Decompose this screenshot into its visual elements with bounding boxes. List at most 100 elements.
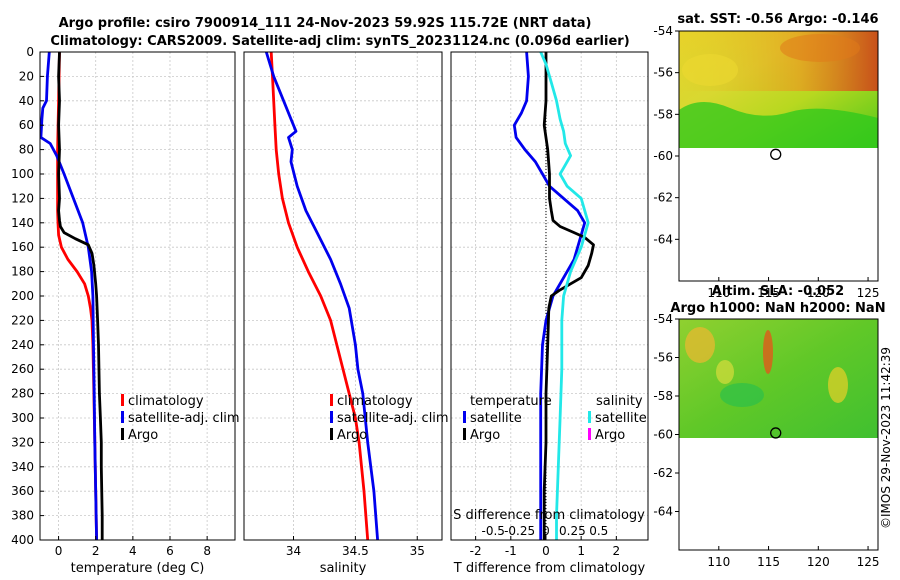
legend-swatch-satellite bbox=[121, 411, 124, 423]
temperature-panel: 0 2 4 6 8 temperature (deg C) 0 20 40 60 80 100 120 1… bbox=[11, 45, 236, 576]
y-tick-label: 260 bbox=[11, 362, 34, 376]
sla-patch bbox=[720, 383, 764, 407]
y-tick-label: 100 bbox=[11, 167, 34, 181]
y-tick-label: 400 bbox=[11, 533, 34, 547]
difference-panel: -2 -1 0 1 2 T difference from climatology S di… bbox=[450, 51, 649, 576]
y-tick-label: 320 bbox=[11, 435, 34, 449]
series-line-argo bbox=[57, 51, 104, 540]
x-tick-label: 8 bbox=[203, 544, 211, 558]
y-tick-label: 160 bbox=[11, 240, 34, 254]
series-line-temperature-satellite bbox=[512, 51, 587, 540]
map-lat-label: -56 bbox=[653, 351, 673, 365]
map-lon-label: 125 bbox=[857, 555, 880, 569]
legend-label-satellite: satellite-adj. clim bbox=[337, 411, 449, 426]
map-lon-label: 120 bbox=[807, 555, 830, 569]
legend-label-climatology: climatology bbox=[128, 394, 204, 409]
series-line-satellite-adj-clim bbox=[264, 51, 379, 541]
map-lat-label: -64 bbox=[653, 232, 673, 246]
x-tick-label: 2 bbox=[613, 544, 621, 558]
sst-title: sat. SST: -0.56 Argo: -0.146 bbox=[677, 12, 878, 27]
y-tick-label: 140 bbox=[11, 216, 34, 230]
x-tick-label: 35 bbox=[410, 544, 425, 558]
sla-patch bbox=[716, 360, 734, 384]
y-tick-label: 220 bbox=[11, 313, 34, 327]
sst-map: -54 -56 -58 -60 -62 -64 110 115 120 125 bbox=[653, 24, 879, 300]
temperature-legend: climatology satellite-adj. clim Argo bbox=[121, 394, 240, 443]
x-axis-label: T difference from climatology bbox=[453, 561, 646, 576]
x-tick-label: -1 bbox=[505, 544, 517, 558]
secondary-x-axis-label: S difference from climatology bbox=[453, 508, 645, 523]
x-tick-label: 4 bbox=[129, 544, 137, 558]
legend-swatch-sal-argo bbox=[588, 428, 591, 440]
sla-title-2: Argo h1000: NaN h2000: NaN bbox=[670, 301, 885, 316]
map-lon-label: 125 bbox=[857, 286, 880, 300]
y-tick-label: 40 bbox=[19, 94, 34, 108]
x-tick-label: 2 bbox=[92, 544, 100, 558]
x-axis-label: temperature (deg C) bbox=[71, 561, 205, 576]
argo-position-marker bbox=[770, 427, 782, 439]
legend-title-salinity: salinity bbox=[596, 394, 643, 409]
y-tick-label: 60 bbox=[19, 118, 34, 132]
title-line2: Climatology: CARS2009. Satellite-adj cli… bbox=[50, 34, 629, 49]
axes-frame bbox=[450, 51, 649, 541]
legend-label-argo: Argo bbox=[337, 428, 367, 443]
sla-title-1: Altim. SLA: -0.052 bbox=[712, 284, 844, 299]
map-lat-label: -54 bbox=[653, 312, 673, 326]
legend-title-temperature: temperature bbox=[470, 394, 552, 409]
legend-label-climatology: climatology bbox=[337, 394, 413, 409]
sla-patch bbox=[685, 327, 715, 363]
secondary-x-tick-label: -0.25 bbox=[504, 524, 535, 538]
legend-label-sal-satellite: satellite bbox=[595, 411, 647, 426]
map-lon-label: 110 bbox=[707, 286, 730, 300]
y-tick-label: 80 bbox=[19, 143, 34, 157]
map-lat-label: -62 bbox=[653, 191, 673, 205]
legend-label-temp-argo: Argo bbox=[470, 428, 500, 443]
sst-warm-patch bbox=[780, 34, 860, 62]
argo-position-marker bbox=[770, 148, 782, 160]
y-tick-label: 340 bbox=[11, 460, 34, 474]
axes-frame bbox=[243, 51, 443, 541]
y-tick-label: 280 bbox=[11, 387, 34, 401]
series-line-climatology bbox=[269, 51, 370, 541]
map-lat-label: -60 bbox=[653, 149, 673, 163]
y-tick-label: 120 bbox=[11, 191, 34, 205]
secondary-x-tick-label: 0.25 bbox=[559, 524, 586, 538]
x-tick-label: 6 bbox=[166, 544, 174, 558]
sla-map: -54 -56 -58 -60 -62 -64 110 115 120 125 bbox=[653, 312, 879, 569]
secondary-x-tick-label: 0 bbox=[542, 524, 550, 538]
copyright-label: ©IMOS 29-Nov-2023 11:42:39 bbox=[879, 347, 893, 529]
map-lat-label: -56 bbox=[653, 66, 673, 80]
legend-swatch-temp-satellite bbox=[463, 411, 466, 423]
legend-swatch-satellite bbox=[330, 411, 333, 423]
map-lat-label: -58 bbox=[653, 107, 673, 121]
secondary-x-tick-label: -0.5 bbox=[482, 524, 505, 538]
sst-nodata-region bbox=[679, 148, 878, 281]
map-lon-label: 110 bbox=[707, 555, 730, 569]
x-tick-label: 0 bbox=[542, 544, 550, 558]
y-tick-label: 380 bbox=[11, 509, 34, 523]
sst-cold-region bbox=[679, 101, 878, 148]
x-tick-label: 34.5 bbox=[342, 544, 369, 558]
series-line-satellite-adj-clim bbox=[39, 51, 98, 541]
sst-patch bbox=[682, 54, 738, 86]
sla-patch bbox=[828, 367, 848, 403]
map-lat-label: -60 bbox=[653, 428, 673, 442]
legend-swatch-climatology bbox=[330, 394, 333, 406]
x-axis-label: salinity bbox=[320, 561, 367, 576]
map-lat-label: -64 bbox=[653, 505, 673, 519]
map-lon-label: 120 bbox=[807, 286, 830, 300]
salinity-legend: climatology satellite-adj. clim Argo bbox=[330, 394, 449, 443]
legend-label-argo: Argo bbox=[128, 428, 158, 443]
difference-legend: temperature salinity satellite Argo sate… bbox=[463, 394, 647, 443]
map-lon-label: 115 bbox=[757, 555, 780, 569]
sla-nodata-region bbox=[679, 438, 878, 550]
title-line1: Argo profile: csiro 7900914_111 24-Nov-2… bbox=[59, 16, 592, 31]
map-lat-label: -62 bbox=[653, 466, 673, 480]
sla-patch bbox=[763, 330, 773, 374]
x-tick-label: 1 bbox=[577, 544, 585, 558]
series-line-salinity-satellite bbox=[539, 51, 590, 540]
legend-swatch-temp-argo bbox=[463, 428, 466, 440]
salinity-panel: 34 34.5 35 salinity bbox=[243, 51, 443, 576]
secondary-x-tick-label: 0.5 bbox=[589, 524, 608, 538]
series-line-argo-difference bbox=[542, 52, 595, 540]
